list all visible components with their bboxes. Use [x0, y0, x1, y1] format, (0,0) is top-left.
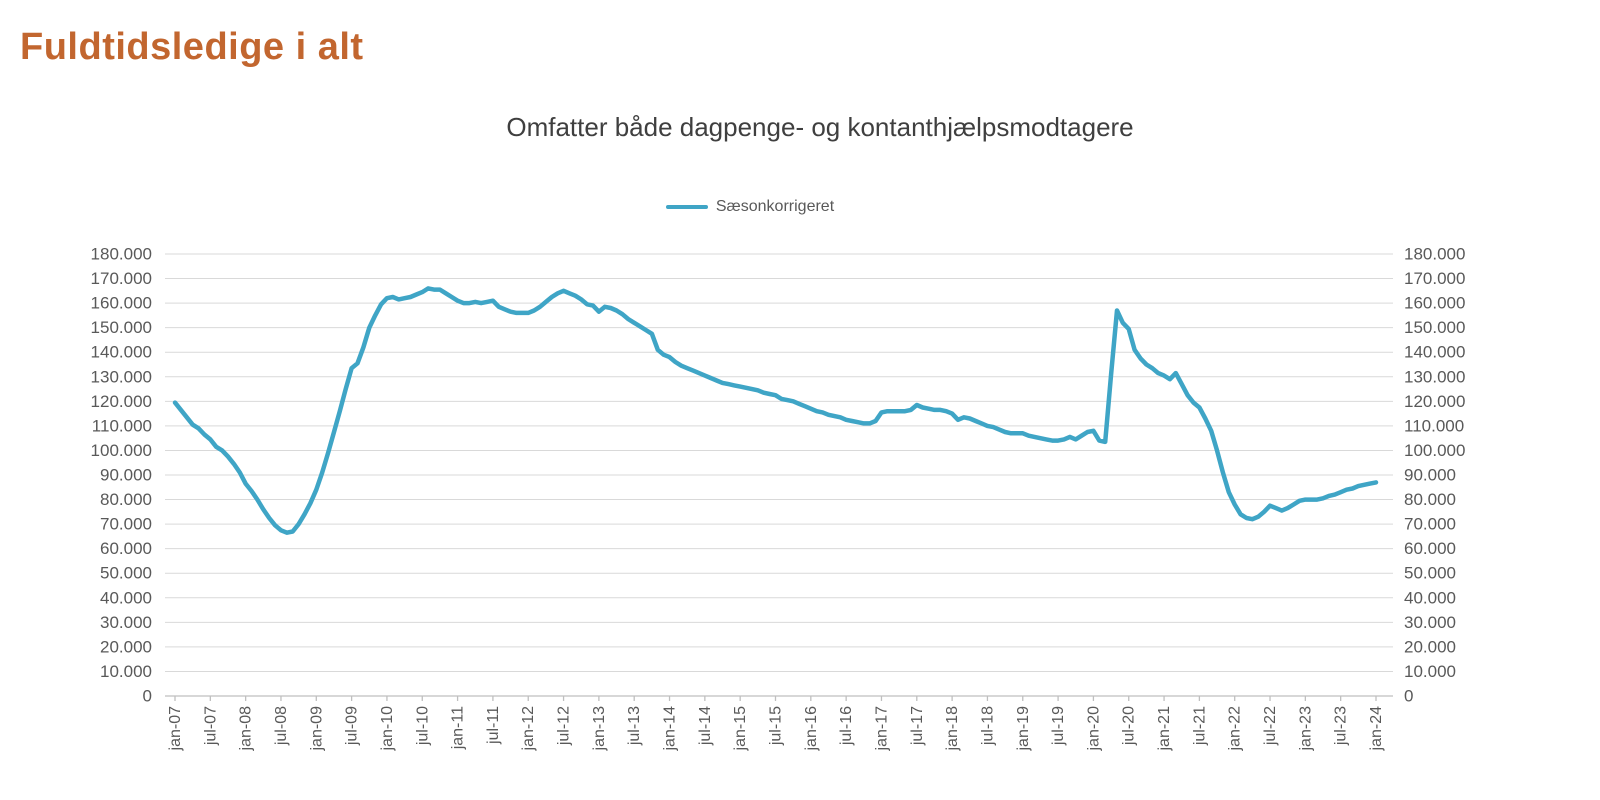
x-axis-label: jan-22 [1227, 706, 1244, 752]
x-axis-label: jan-13 [591, 706, 608, 752]
y-axis-label-right: 20.000 [1404, 637, 1456, 656]
y-axis-label-left: 160.000 [91, 294, 152, 313]
x-axis-label: jan-19 [1015, 706, 1032, 752]
y-axis-label-left: 70.000 [100, 515, 152, 534]
y-axis-label-left: 0 [143, 687, 152, 706]
x-axis-label: jul-23 [1333, 706, 1350, 746]
y-axis-label-right: 80.000 [1404, 490, 1456, 509]
x-axis-label: jul-17 [909, 706, 926, 746]
x-axis-label: jan-23 [1297, 706, 1314, 752]
y-axis-label-right: 10.000 [1404, 662, 1456, 681]
x-axis-label: jul-07 [202, 706, 219, 746]
y-axis-label-left: 30.000 [100, 613, 152, 632]
y-axis-label-right: 130.000 [1404, 367, 1465, 386]
y-axis-label-right: 120.000 [1404, 392, 1465, 411]
chart-legend: Sæsonkorrigeret [0, 198, 1500, 216]
y-axis-label-right: 30.000 [1404, 613, 1456, 632]
y-axis-label-left: 50.000 [100, 564, 152, 583]
y-axis-label-left: 170.000 [91, 269, 152, 288]
x-axis-label: jan-20 [1085, 706, 1102, 752]
x-axis-label: jul-08 [273, 706, 290, 746]
x-axis-label: jan-10 [379, 706, 396, 752]
x-axis-label: jul-19 [1050, 706, 1067, 746]
x-axis-label: jul-13 [626, 706, 643, 746]
x-axis-label: jan-24 [1368, 706, 1385, 752]
y-axis-label-left: 130.000 [91, 367, 152, 386]
x-axis-label: jan-15 [732, 706, 749, 752]
x-axis-label: jan-17 [873, 706, 890, 752]
y-axis-label-left: 10.000 [100, 662, 152, 681]
x-axis-label: jan-07 [167, 706, 184, 752]
y-axis-label-right: 90.000 [1404, 466, 1456, 485]
x-axis-label: jan-11 [450, 706, 467, 750]
y-axis-label-left: 100.000 [91, 441, 152, 460]
y-axis-label-right: 100.000 [1404, 441, 1465, 460]
x-axis-label: jul-21 [1191, 706, 1208, 746]
y-axis-label-right: 60.000 [1404, 539, 1456, 558]
x-axis-label: jan-08 [238, 706, 255, 752]
x-axis-label: jan-09 [308, 706, 325, 752]
chart-subtitle: Omfatter både dagpenge- og kontanthjælps… [506, 112, 1134, 142]
y-axis-label-left: 60.000 [100, 539, 152, 558]
x-axis-label: jul-22 [1262, 706, 1279, 746]
y-axis-label-right: 140.000 [1404, 343, 1465, 362]
y-axis-label-left: 120.000 [91, 392, 152, 411]
y-axis-label-right: 40.000 [1404, 588, 1456, 607]
x-axis-label: jul-09 [344, 706, 361, 746]
x-axis-label: jul-18 [979, 706, 996, 746]
x-axis-label: jul-14 [697, 706, 714, 746]
x-axis-label: jul-12 [556, 706, 573, 746]
y-axis-label-left: 40.000 [100, 588, 152, 607]
x-axis-label: jul-10 [414, 706, 431, 746]
x-axis-label: jul-15 [768, 706, 785, 746]
y-axis-label-right: 50.000 [1404, 564, 1456, 583]
y-axis-label-left: 90.000 [100, 466, 152, 485]
y-axis-label-left: 140.000 [91, 343, 152, 362]
x-axis-label: jul-20 [1121, 706, 1138, 746]
x-axis-label: jan-21 [1156, 706, 1173, 752]
y-axis-label-right: 180.000 [1404, 245, 1465, 264]
y-axis-label-left: 80.000 [100, 490, 152, 509]
x-axis-label: jul-16 [838, 706, 855, 746]
y-axis-label-right: 160.000 [1404, 294, 1465, 313]
legend-series-label: Sæsonkorrigeret [715, 198, 835, 215]
x-axis-label: jan-12 [520, 706, 537, 752]
y-axis-label-right: 170.000 [1404, 269, 1465, 288]
x-axis-label: jan-16 [803, 706, 820, 752]
x-axis-label: jan-14 [662, 706, 679, 752]
y-axis-label-left: 20.000 [100, 637, 152, 656]
legend-line-swatch [665, 205, 708, 209]
y-axis-label-right: 110.000 [1404, 416, 1464, 435]
page-title: Fuldtidsledige i alt [20, 26, 364, 68]
x-axis-label: jul-11 [485, 706, 502, 745]
y-axis-label-right: 0 [1404, 687, 1413, 706]
series-line-saesonkorrigeret [172, 286, 1379, 535]
x-axis-label: jan-18 [944, 706, 961, 752]
y-axis-label-right: 150.000 [1404, 318, 1465, 337]
y-axis-label-left: 180.000 [91, 245, 152, 264]
y-axis-label-left: 150.000 [91, 318, 152, 337]
y-axis-label-right: 70.000 [1404, 515, 1456, 534]
y-axis-label-left: 110.000 [92, 416, 152, 435]
